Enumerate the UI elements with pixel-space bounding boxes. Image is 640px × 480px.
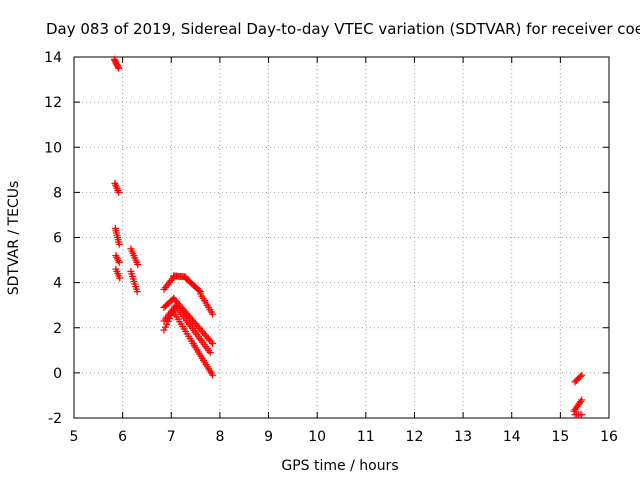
x-tick-label: 7 xyxy=(167,429,176,445)
x-tick-label: 9 xyxy=(264,429,273,445)
y-tick-label: 14 xyxy=(44,50,62,66)
data-point xyxy=(114,255,122,263)
grid xyxy=(74,57,609,418)
data-point xyxy=(113,253,121,261)
data-point xyxy=(134,261,142,269)
x-tick-label: 10 xyxy=(308,429,326,445)
data-point xyxy=(133,288,141,296)
data-point xyxy=(115,188,123,196)
x-tick-label: 6 xyxy=(118,429,127,445)
x-tick-label: 5 xyxy=(70,429,79,445)
data-point xyxy=(195,286,203,294)
x-axis-label: GPS time / hours xyxy=(281,458,398,474)
axis-ticks: 5 6 7 8 9 10 11 12 13 14 15 16 -2 0 2 4 6 8 10 12 14 xyxy=(44,50,618,445)
y-tick-label: 0 xyxy=(53,366,62,382)
x-tick-label: 16 xyxy=(600,429,618,445)
x-tick-label: 11 xyxy=(357,429,375,445)
data-point xyxy=(578,411,586,419)
data-point xyxy=(114,257,122,265)
y-tick-label: 12 xyxy=(44,95,62,111)
data-point xyxy=(577,398,585,406)
data-point xyxy=(115,240,123,248)
data-point xyxy=(209,310,217,318)
x-tick-label: 15 xyxy=(551,429,569,445)
data-point xyxy=(578,371,586,379)
data-point xyxy=(112,252,120,260)
data-point xyxy=(207,338,215,346)
y-tick-label: -2 xyxy=(48,411,62,427)
data-point xyxy=(114,63,122,71)
x-tick-label: 14 xyxy=(503,429,521,445)
data-points xyxy=(110,55,586,419)
data-point xyxy=(209,371,217,379)
data-point xyxy=(576,372,584,380)
data-point xyxy=(115,258,123,266)
y-axis-label: SDTVAR / TECUs xyxy=(6,181,22,296)
x-tick-label: 8 xyxy=(215,429,224,445)
data-point xyxy=(209,340,217,348)
data-point xyxy=(578,396,586,404)
x-tick-label: 13 xyxy=(454,429,472,445)
x-tick-label: 12 xyxy=(406,429,424,445)
y-tick-label: 2 xyxy=(53,321,62,337)
chart-title: Day 083 of 2019, Sidereal Day-to-day VTE… xyxy=(46,20,640,38)
data-point xyxy=(206,349,214,357)
y-tick-label: 8 xyxy=(53,185,62,201)
data-point xyxy=(116,274,124,282)
y-tick-label: 10 xyxy=(44,140,62,156)
y-tick-label: 4 xyxy=(53,276,62,292)
data-point xyxy=(115,64,123,72)
y-tick-label: 6 xyxy=(53,231,62,247)
